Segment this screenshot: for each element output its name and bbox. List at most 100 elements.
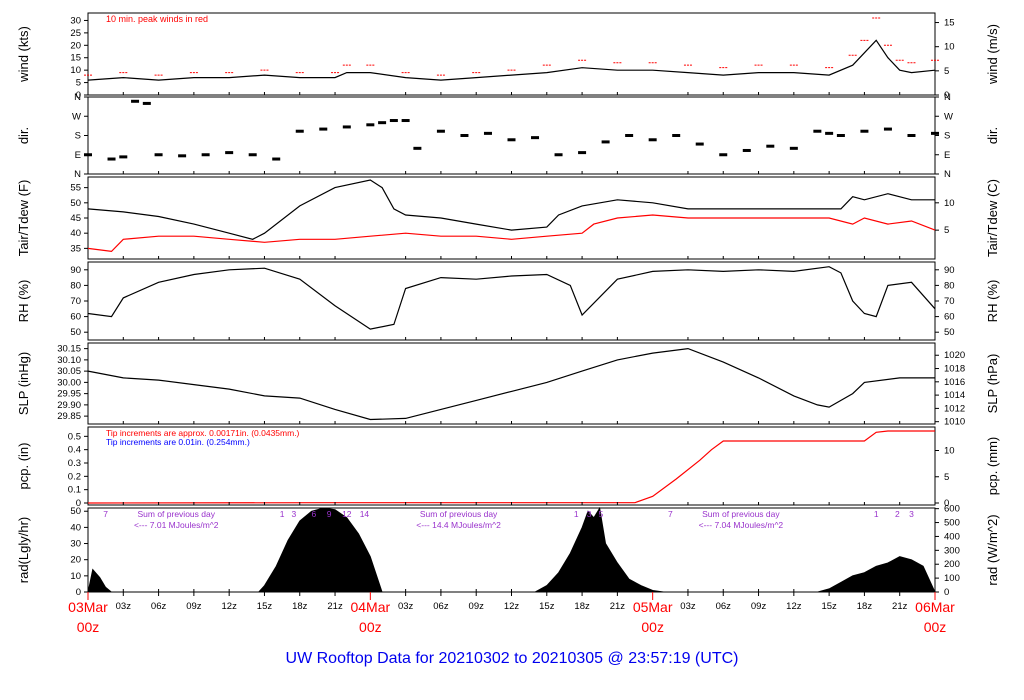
x-tick-label: 12z [504,601,520,612]
pcp-ytick-label-left: 0.5 [68,431,81,442]
rh-series-line [87,266,936,330]
wind-annotation: 10 min. peak winds in red [106,14,208,24]
dir-ytick-label-left: S [75,131,81,142]
day-label-hour: 00z [359,619,382,635]
day-label-hour: 00z [641,619,664,635]
temp-ytick-label-left: 40 [70,228,81,239]
temp-ylabel-left: Tair/Tdew (F) [16,180,31,257]
dir-point [295,129,304,133]
temp-series-line [87,179,935,240]
x-tick-label: 03z [116,601,132,612]
rad-day-sum-label: Sum of previous day [420,509,498,519]
dir-point [695,142,704,146]
dir-point [178,154,187,158]
dir-point [342,125,351,129]
wind-frame [87,12,936,96]
pcp-ytick-label-right: 10 [944,446,955,457]
wind-ytick-label-left: 20 [70,40,81,51]
rad-ytick-label-right: 0 [944,587,949,598]
rad-day-sum-label: Sum of previous day [702,509,780,519]
temp-ytick-label-left: 35 [70,243,81,254]
rad-ylabel-left: rad(Lgly/hr) [16,517,31,583]
slp-ytick-label-right: 1012 [944,403,965,414]
dir-point [789,146,798,150]
rad-series-area [87,506,936,593]
dir-point [601,140,610,144]
wind-ytick-label-right: 15 [944,18,955,29]
dir-point [766,144,775,148]
day-label-date: 06Mar [915,599,955,615]
dir-point [672,134,681,137]
dir-point [860,129,869,133]
pcp-annotation: Tip increments are approx. 0.00171in. (0… [106,428,300,438]
x-tick-label: 15z [539,601,555,612]
rad-ytick-label-left: 30 [70,539,81,550]
temp-ytick-label-left: 50 [70,198,81,209]
slp-ytick-label-left: 29.85 [57,411,81,422]
rh-ytick-label-right: 60 [944,312,955,323]
rad-ytick-label-left: 50 [70,506,81,517]
rad-ytick-label-right: 100 [944,573,960,584]
rad-uv-mark: 9 [327,509,332,519]
dir-point [554,153,563,157]
dir-point [578,151,587,155]
dir-ytick-label-right: W [944,111,953,122]
dir-ytick-label-right: N [944,169,951,180]
dir-point [648,138,657,142]
rad-uv-mark: 7 [668,509,673,519]
dir-point [625,134,634,137]
pcp-ytick-label-left: 0.1 [68,485,81,496]
slp-ylabel-left: SLP (inHg) [16,352,31,415]
temp-ytick-label-left: 45 [70,213,81,224]
slp-ytick-label-right: 1010 [944,417,965,428]
temp-ytick-label-right: 10 [944,198,955,209]
rh-ytick-label-right: 80 [944,280,955,291]
dir-ytick-label-left: W [72,111,81,122]
dir-ytick-label-left: N [74,169,81,180]
dir-point [483,131,492,135]
wind-ytick-label-left: 15 [70,53,81,64]
dir-ylabel-right: dir. [985,127,1000,144]
slp-ytick-label-right: 1014 [944,390,965,401]
x-tick-label: 21z [610,601,626,612]
rad-uv-mark: 1 [574,509,579,519]
wind-ytick-label-left: 30 [70,15,81,26]
dir-point [413,146,422,150]
rad-uv-mark: 1 [874,509,879,519]
dir-point [366,123,375,127]
rad-ytick-label-right: 500 [944,518,960,529]
x-tick-label: 09z [751,601,767,612]
dir-point [84,153,92,157]
x-tick-label: 06z [151,601,167,612]
rad-ytick-label-left: 40 [70,522,81,533]
slp-ytick-label-left: 30.00 [57,377,81,388]
rad-uv-mark: 3 [587,509,592,519]
temp-ytick-label-left: 55 [70,183,81,194]
rad-uv-mark: 1 [280,509,285,519]
slp-ytick-label-right: 1016 [944,377,965,388]
wind-ytick-label-right: 5 [944,66,949,77]
wind-ytick-label-right: 0 [944,90,949,101]
rh-ytick-label-right: 90 [944,265,955,276]
x-tick-label: 09z [186,601,202,612]
rad-ytick-label-left: 0 [76,587,81,598]
rad-ytick-label-left: 10 [70,571,81,582]
day-label-date: 03Mar [68,599,108,615]
rad-day-sum-value: <--- 7.04 MJoules/m^2 [699,520,784,530]
rh-ylabel-right: RH (%) [985,280,1000,323]
x-tick-label: 12z [222,601,238,612]
x-tick-label: 18z [574,601,590,612]
pcp-ytick-label-left: 0 [76,498,81,509]
rad-ytick-label-right: 600 [944,504,960,515]
day-label-hour: 00z [77,619,100,635]
wind-ytick-label-left: 0 [76,90,81,101]
dir-point [813,129,822,133]
dir-point [272,157,281,161]
dir-point [319,127,328,131]
dir-point [742,148,751,152]
pcp-ylabel-left: pcp. (in) [16,443,31,490]
rad-uv-mark: 3 [292,509,297,519]
rh-frame [87,261,936,341]
slp-ytick-label-left: 30.10 [57,355,81,366]
